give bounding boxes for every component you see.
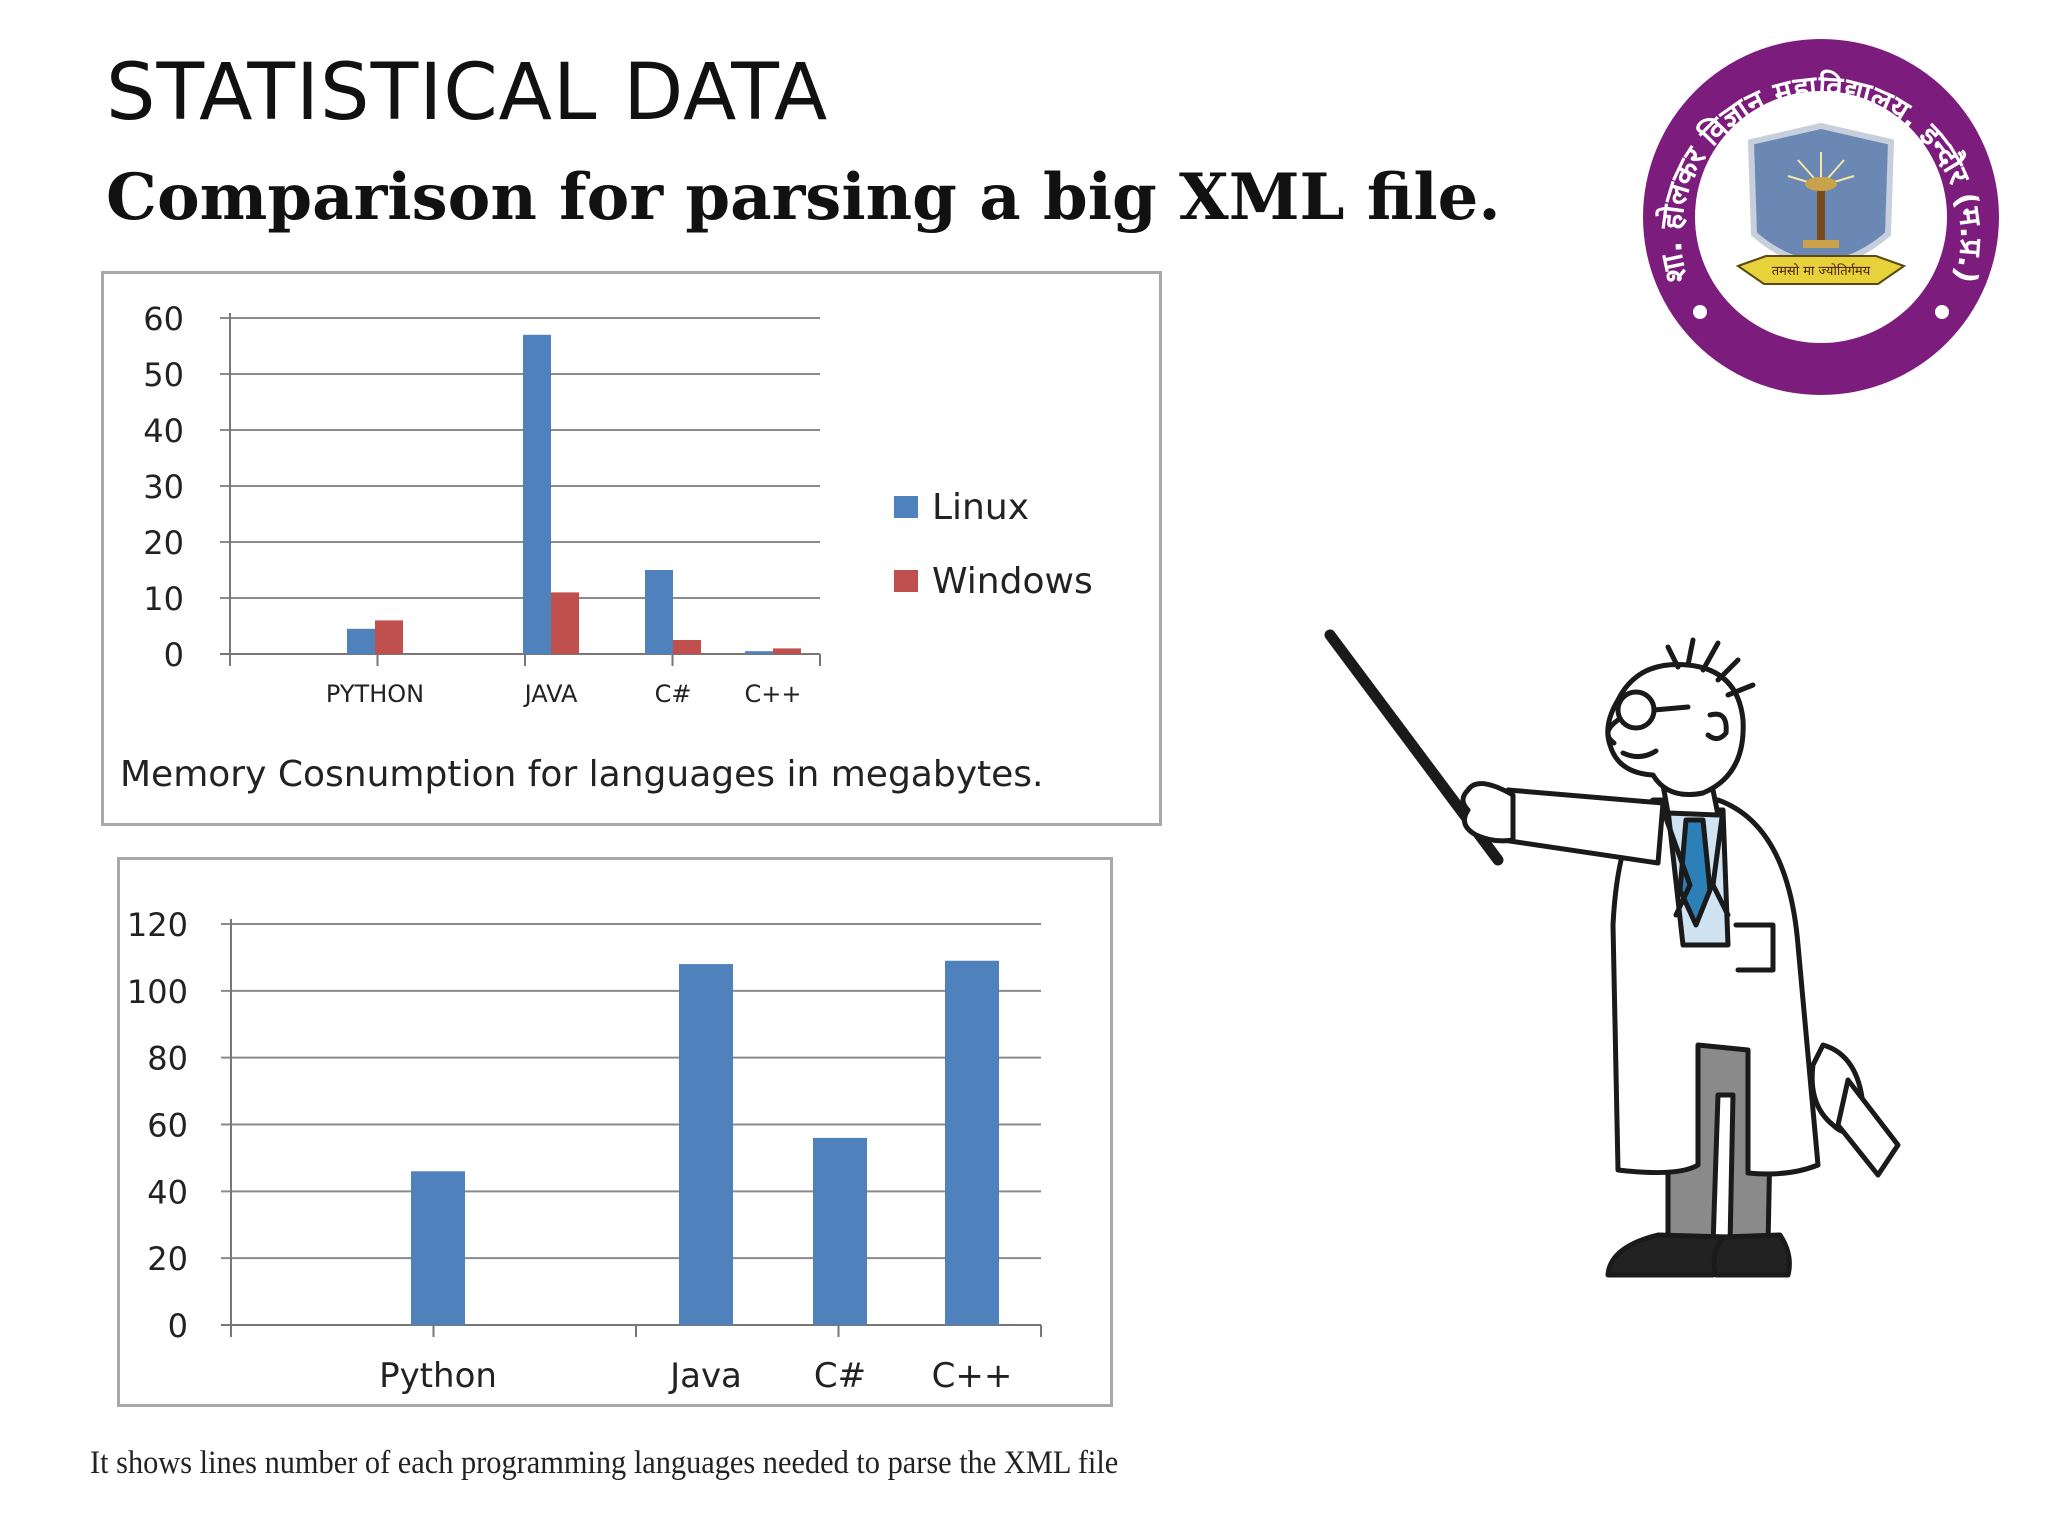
glasses-arm [1651, 704, 1691, 713]
y-tick-label: 10 [143, 580, 184, 618]
lines-chart: 0 20 40 60 80 100 120 Python Java C# C++ [117, 857, 1113, 1407]
bar-csharp-windows [673, 640, 701, 654]
y-tick-label: 20 [147, 1240, 188, 1278]
y-tick-label: 20 [143, 524, 184, 562]
logo-dot-right [1935, 305, 1949, 319]
professor-shoe-right [1711, 1232, 1792, 1278]
x-category-label: C# [814, 1356, 866, 1396]
y-tick-label: 0 [164, 636, 184, 674]
y-tick-label: 120 [127, 906, 188, 944]
chart-footnote: It shows lines number of each programmin… [90, 1445, 1119, 1481]
y-tick-label: 60 [147, 1107, 188, 1145]
y-tick-label: 50 [143, 356, 184, 394]
logo-ribbon [1735, 255, 1907, 285]
bar-cplusplus-windows [773, 648, 801, 654]
lapel-right [1710, 807, 1731, 918]
x-category-label: Java [668, 1356, 742, 1396]
professor-illustration [1324, 629, 1901, 1278]
bar-cplusplus [945, 960, 999, 1325]
y-tick-label: 100 [127, 973, 188, 1011]
professor-nose [1605, 717, 1621, 746]
professor-hand [1460, 781, 1516, 844]
lapel-left [1660, 807, 1693, 918]
bar-python-windows [375, 620, 403, 654]
torch-base-icon [1803, 240, 1839, 248]
y-tick-label: 40 [143, 412, 184, 450]
x-category-label: C++ [932, 1356, 1013, 1396]
professor-mouth [1620, 748, 1659, 759]
professor-tie [1677, 817, 1713, 928]
y-tick-label: 60 [143, 300, 184, 338]
college-logo: शा. होलकर विज्ञान महाविद्यालय, इन्दौर (म… [1643, 39, 1999, 395]
bar-csharp-linux [645, 570, 673, 654]
memory-chart-legend: Linux Windows [894, 484, 1093, 632]
slide-title: STATISTICAL DATA [106, 48, 829, 138]
logo-dot-left [1693, 305, 1707, 319]
legend-swatch-windows [894, 570, 918, 592]
x-category-label: C# [655, 680, 692, 708]
legend-swatch-linux [894, 496, 918, 518]
torch-flame-icon [1805, 177, 1837, 191]
paper-icon [1835, 1077, 1901, 1178]
bar-java [679, 964, 733, 1325]
bar-java-windows [551, 592, 579, 654]
memory-chart: 0 10 20 30 40 50 60 PYTHON JAVA C# C++ Linux Windo… [101, 271, 1162, 826]
bar-java-linux [523, 334, 551, 654]
bar-python-linux [347, 628, 375, 654]
memory-chart-caption: Memory Cosnumption for languages in mega… [120, 754, 1044, 795]
legend-item-windows: Windows [894, 558, 1093, 604]
y-tick-label: 0 [168, 1307, 188, 1345]
professor-hair [1665, 637, 1756, 698]
x-category-label: JAVA [523, 680, 578, 708]
slide-subtitle: Comparison for parsing a big XML file. [106, 160, 1501, 235]
legend-label-windows: Windows [932, 560, 1093, 602]
x-category-label: C++ [745, 680, 802, 708]
x-category-label: Python [379, 1356, 497, 1396]
coat-pocket [1733, 922, 1776, 973]
professor-shoe-left [1605, 1232, 1731, 1278]
bar-csharp [813, 1137, 867, 1325]
memory-chart-plot: 0 10 20 30 40 50 60 PYTHON JAVA C# C++ [143, 300, 821, 708]
torch-icon [1817, 186, 1825, 244]
professor-ear [1705, 711, 1729, 741]
legend-label-linux: Linux [932, 486, 1029, 528]
y-tick-label: 30 [143, 468, 184, 506]
lines-chart-plot: 0 20 40 60 80 100 120 Python Java C# C++ [127, 906, 1042, 1396]
bar-cplusplus-linux [745, 651, 773, 654]
x-category-label: PYTHON [326, 680, 424, 708]
lab-coat [1610, 797, 1821, 1177]
bar-python [411, 1171, 465, 1325]
y-tick-label: 40 [147, 1173, 188, 1211]
professor-arm [1500, 787, 1666, 866]
legend-item-linux: Linux [894, 484, 1093, 530]
y-tick-label: 80 [147, 1040, 188, 1078]
logo-ribbon-text: तमसो मा ज्योतिर्गमय [1772, 263, 1871, 279]
